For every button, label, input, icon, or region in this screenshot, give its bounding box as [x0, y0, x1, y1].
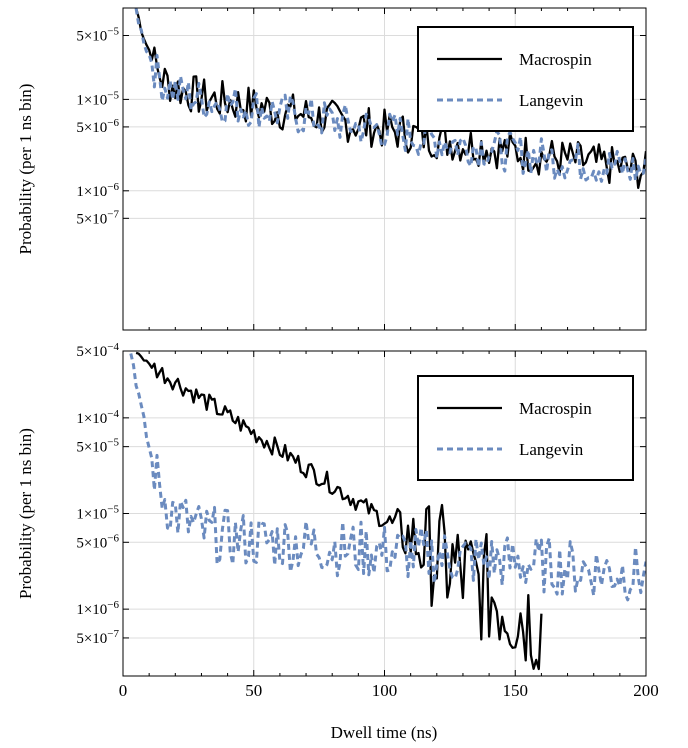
y-tick-label: 1×10−4: [76, 408, 119, 427]
y-tick-label: 1×10−6: [76, 599, 119, 618]
chart-panel-1: 5×10−5 1×10−5 5×10−6 1×10−6 5×10−7 Probabilit…: [16, 7, 647, 331]
series-line-langevin: [134, 8, 646, 183]
y-axis-title: Probability (per 1 ns bin): [16, 428, 35, 599]
x-tick-label: 200: [633, 681, 659, 700]
series-group: [129, 351, 646, 671]
chart-panel-2: 0 50 100 150 200 5×10−4 1×10−4 5×10−5 1×10−5 5×10…: [16, 341, 659, 700]
legend-label-langevin: Langevin: [519, 440, 584, 459]
legend-box: [417, 26, 634, 132]
legend-label-langevin: Langevin: [519, 91, 584, 110]
y-tick-label: 5×10−6: [76, 117, 119, 136]
series-line-langevin: [129, 353, 646, 602]
legend-box: [417, 375, 634, 481]
y-axis-title: Probability (per 1 ns bin): [16, 84, 35, 255]
x-axis-title: Dwell time (ns): [331, 723, 438, 742]
x-tick-label: 50: [245, 681, 262, 700]
x-tick-label: 100: [372, 681, 398, 700]
y-tick-label: 5×10−4: [76, 341, 119, 360]
legend-label-macrospin: Macrospin: [519, 50, 592, 69]
x-tick-label: 150: [503, 681, 529, 700]
y-tick-label: 5×10−7: [76, 208, 119, 227]
y-tick-label: 5×10−6: [76, 532, 119, 551]
legend: Macrospin Langevin: [417, 26, 634, 132]
series-group: [134, 8, 646, 190]
x-tick-label: 0: [119, 681, 128, 700]
y-tick-label: 5×10−7: [76, 628, 119, 647]
y-tick-label: 1×10−5: [76, 504, 119, 523]
legend-label-macrospin: Macrospin: [519, 399, 592, 418]
legend: Macrospin Langevin: [417, 375, 634, 481]
y-tick-label: 1×10−6: [76, 181, 119, 200]
y-tick-label: 5×10−5: [76, 437, 119, 456]
y-tick-label: 5×10−5: [76, 26, 119, 45]
y-tick-label: 1×10−5: [76, 89, 119, 108]
series-line-macrospin: [134, 8, 646, 190]
